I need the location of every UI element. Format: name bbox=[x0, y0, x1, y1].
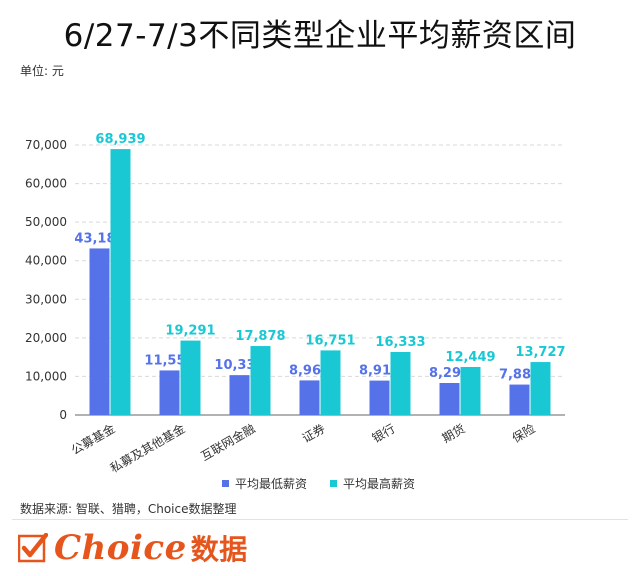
data-label-min: 8,295 bbox=[429, 366, 470, 381]
chart-title: 6/27-7/3不同类型企业平均薪资区间 bbox=[63, 18, 577, 54]
legend-swatch-min bbox=[222, 480, 229, 487]
x-category-label: 期货 bbox=[439, 421, 467, 446]
choice-logo: Choice 数据 bbox=[18, 526, 248, 570]
x-category-label: 证券 bbox=[299, 421, 327, 446]
y-tick-label: 40,000 bbox=[25, 254, 67, 268]
data-label-min: 8,969 bbox=[289, 363, 330, 378]
y-tick-label: 60,000 bbox=[25, 177, 67, 191]
data-label-max: 19,291 bbox=[165, 324, 215, 339]
bar-min-salary bbox=[299, 380, 320, 415]
bar-max-salary bbox=[460, 366, 481, 415]
legend-label-min: 平均最低薪资 bbox=[235, 477, 307, 491]
bar-max-salary bbox=[530, 362, 551, 415]
bar-max-salary bbox=[180, 340, 201, 415]
data-label-max: 16,333 bbox=[375, 335, 425, 350]
bar-min-salary bbox=[159, 370, 180, 415]
y-tick-label: 10,000 bbox=[25, 369, 67, 383]
x-category-label: 保险 bbox=[509, 421, 537, 446]
bar-min-salary bbox=[439, 383, 460, 415]
data-label-max: 17,878 bbox=[235, 329, 285, 344]
bar-max-salary bbox=[390, 352, 411, 415]
x-category-label: 公募基金 bbox=[68, 421, 117, 458]
y-tick-label: 70,000 bbox=[25, 138, 67, 152]
bar-min-salary bbox=[89, 248, 110, 415]
legend-label-max: 平均最高薪资 bbox=[343, 476, 415, 491]
y-tick-label: 0 bbox=[59, 408, 67, 422]
x-category-label: 银行 bbox=[370, 421, 398, 445]
data-label-min: 7,888 bbox=[499, 368, 540, 383]
data-label-min: 8,917 bbox=[359, 364, 400, 379]
unit-label: 单位: 元 bbox=[20, 64, 64, 78]
bar-min-salary bbox=[369, 380, 390, 415]
logo-brand: Choice bbox=[54, 528, 187, 568]
data-label-max: 68,939 bbox=[95, 132, 145, 147]
logo-suffix: 数据 bbox=[190, 533, 248, 566]
bar-max-salary bbox=[320, 350, 341, 415]
y-tick-label: 20,000 bbox=[25, 331, 67, 345]
x-category-label: 互联网金融 bbox=[198, 421, 257, 464]
checkmark-icon bbox=[18, 533, 48, 563]
data-label-max: 12,449 bbox=[445, 350, 495, 365]
y-tick-label: 50,000 bbox=[25, 215, 67, 229]
data-label-max: 13,727 bbox=[515, 345, 565, 360]
bar-max-salary bbox=[250, 346, 271, 415]
logo-text: Choice 数据 bbox=[54, 528, 248, 568]
bar-chart: 0 10,000 20,000 30,000 40,000 50,000 60,000 70,… bbox=[25, 132, 566, 491]
bar-min-salary bbox=[229, 375, 250, 415]
bar-min-salary bbox=[509, 384, 530, 415]
bar-max-salary bbox=[110, 149, 131, 416]
footer-divider bbox=[12, 519, 628, 520]
legend-swatch-max bbox=[330, 480, 337, 487]
x-category-label: 私募及其他基金 bbox=[107, 421, 187, 476]
data-label-max: 16,751 bbox=[305, 333, 355, 348]
source-note: 数据来源: 智联、猎聘，Choice数据整理 bbox=[20, 502, 237, 516]
y-tick-label: 30,000 bbox=[25, 292, 67, 306]
